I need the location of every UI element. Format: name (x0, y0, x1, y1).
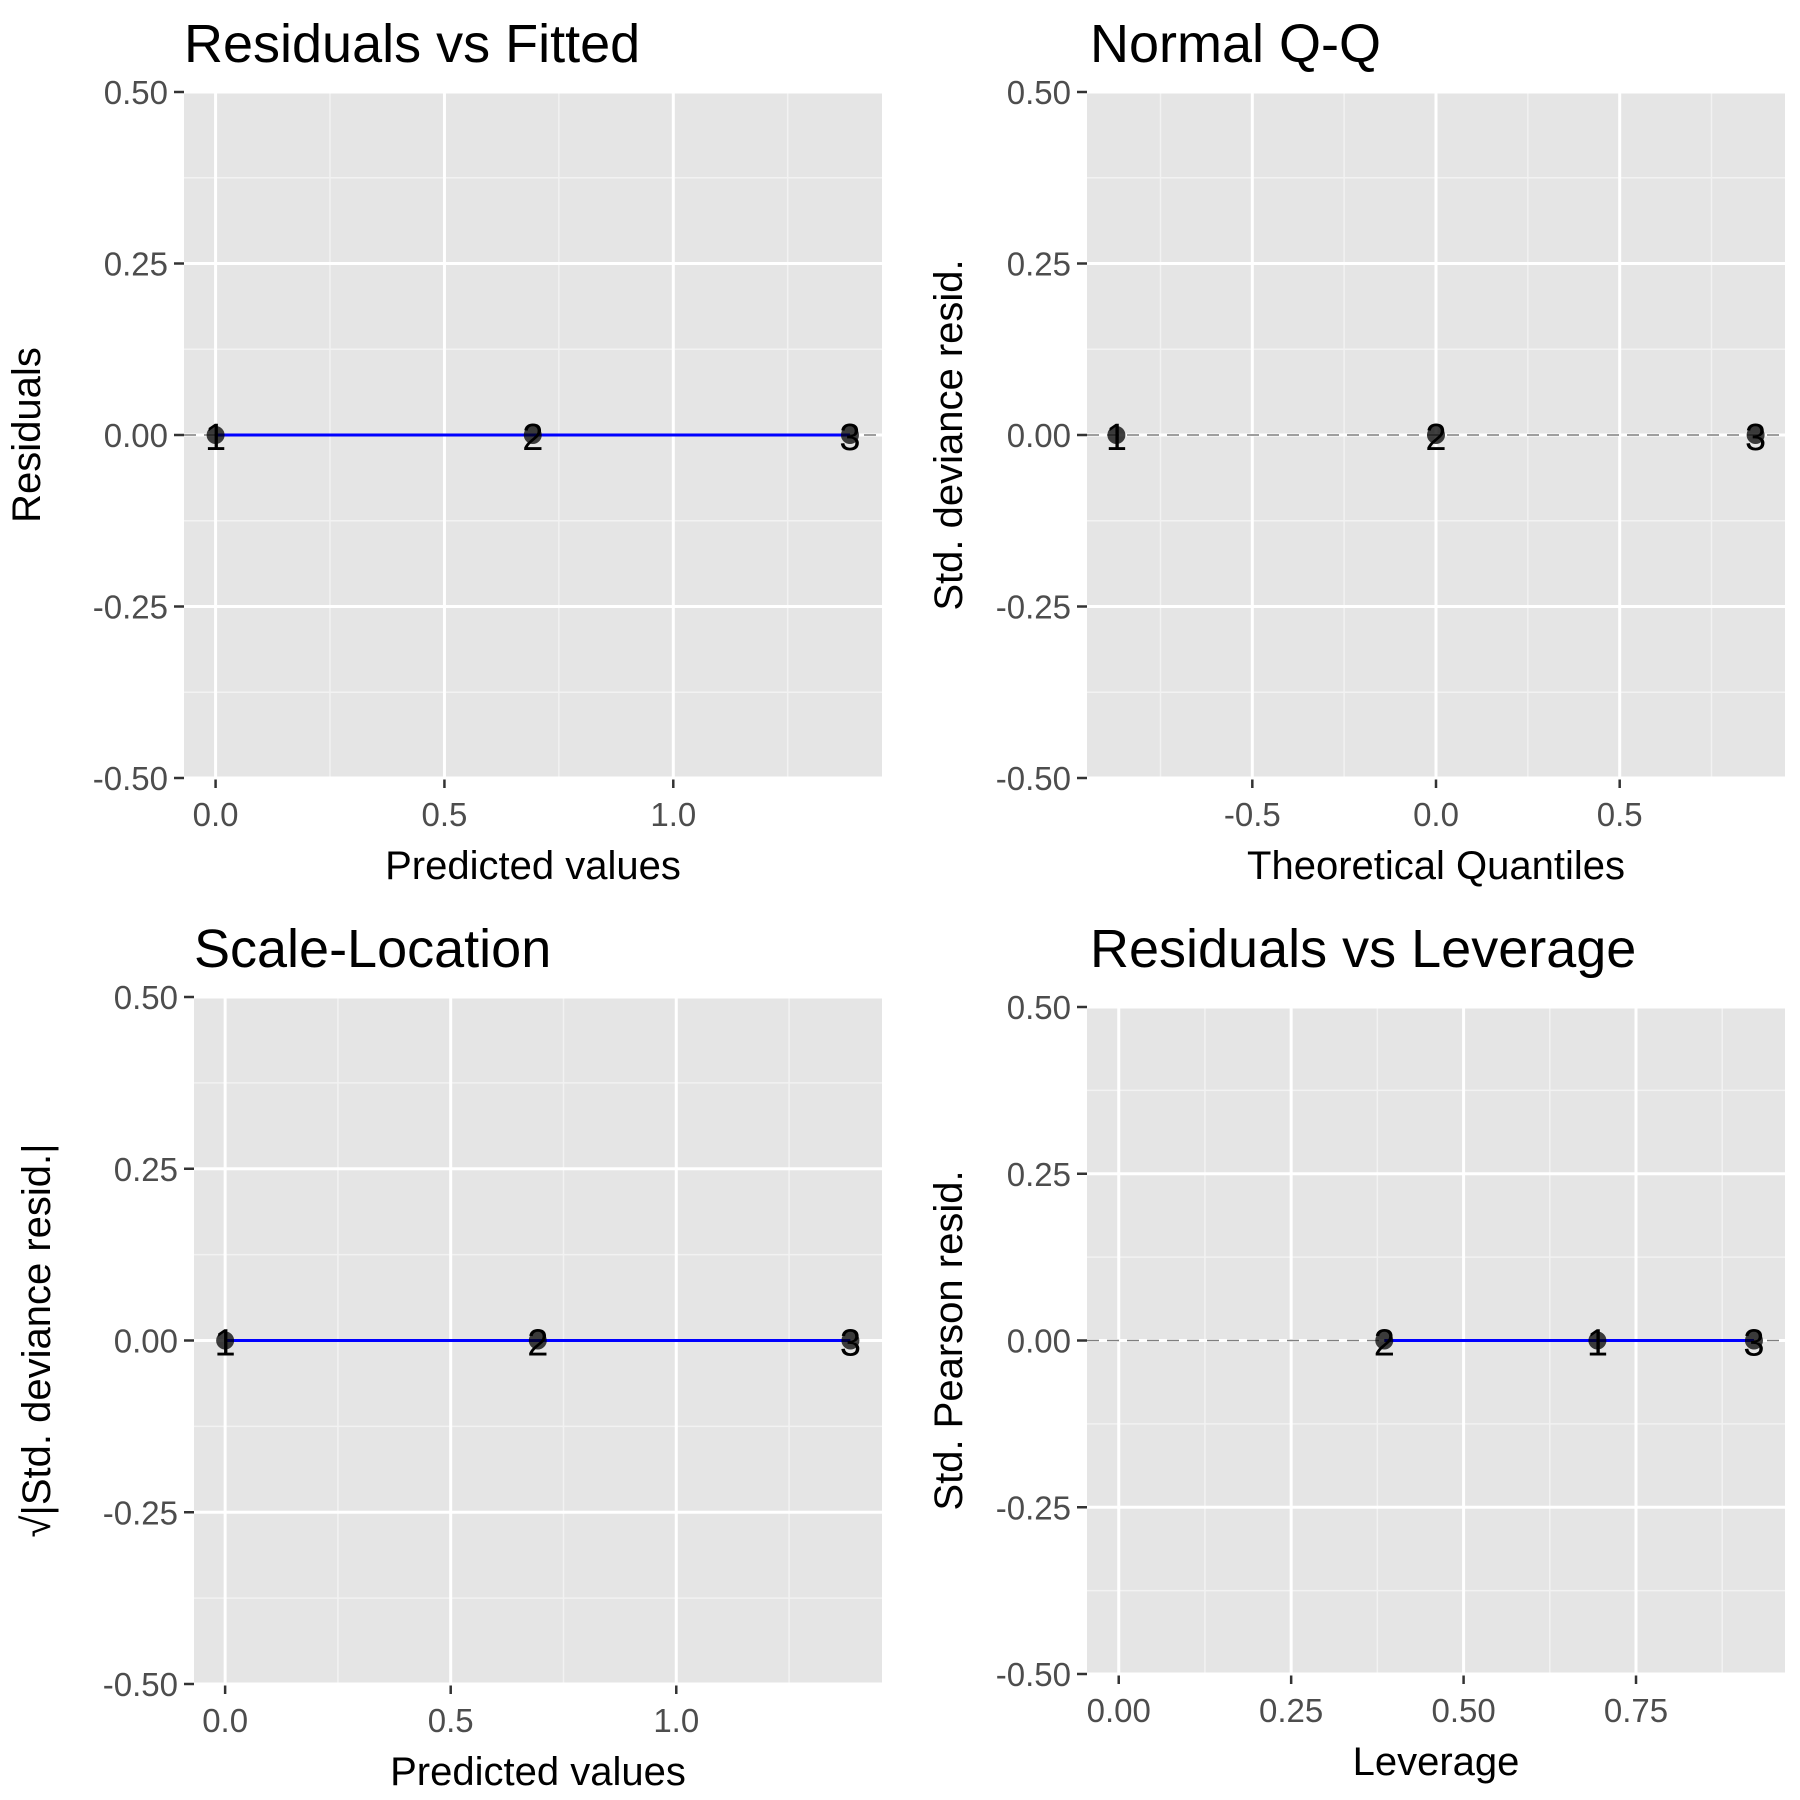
x-tick-label: 1.0 (653, 1702, 699, 1739)
data-point-3 (1746, 426, 1765, 444)
y-tick-label: -0.50 (103, 1666, 178, 1703)
panel-4: 0.00 0.25 0.50 0.75 0.50 0.25 0.00 -0.25 -0.50 2 1… (927, 919, 1785, 1784)
panel-title: Scale-Location (194, 919, 551, 979)
panel-3: 0.0 0.5 1.0 0.50 0.25 0.00 -0.25 -0.50 1 2 3 Scale-… (15, 919, 882, 1794)
panel-title: Normal Q-Q (1090, 14, 1381, 74)
point-label-3: 3 (840, 1323, 861, 1365)
y-axis-title: Residuals (5, 347, 49, 523)
y-tick-label: 0.00 (1007, 1323, 1071, 1360)
x-tick-label: 0.50 (1431, 1692, 1495, 1729)
y-tick-label: 0.50 (1007, 74, 1071, 111)
y-tick-label: 0.50 (114, 979, 178, 1016)
data-point-3 (1744, 1331, 1763, 1350)
data-point-1 (1588, 1331, 1607, 1350)
y-tick-label: 0.25 (104, 246, 168, 283)
data-point-2 (528, 1331, 547, 1350)
x-tick-label: 1.0 (650, 796, 696, 833)
y-axis-title: Std. deviance resid. (927, 259, 971, 610)
point-label-3: 3 (1745, 417, 1766, 459)
x-tick-label: 0.5 (421, 796, 467, 833)
y-axis-title: √|Std. deviance resid.| (15, 1143, 59, 1537)
data-point-2 (523, 426, 542, 444)
y-tick-label: 0.25 (1007, 1156, 1071, 1193)
panel-2: -0.5 0.0 0.5 0.50 0.25 0.00 -0.25 -0.50 1 2 3 Norma… (927, 14, 1785, 888)
point-label-3: 3 (839, 417, 860, 459)
x-tick-label: 0.5 (1597, 796, 1643, 833)
y-tick-label: 0.00 (1007, 417, 1071, 454)
point-label-2: 2 (1425, 417, 1446, 459)
data-point-2 (1375, 1331, 1394, 1350)
y-tick-label: 0.50 (1007, 989, 1071, 1026)
data-point-2 (1427, 426, 1445, 444)
x-tick-label: 0.0 (1413, 796, 1459, 833)
y-tick-label: -0.25 (93, 589, 168, 626)
point-label-2: 2 (522, 417, 543, 459)
x-axis-title: Theoretical Quantiles (1247, 844, 1625, 888)
point-label-1: 1 (215, 1323, 236, 1365)
x-axis-title: Predicted values (385, 844, 681, 888)
point-label-2: 2 (527, 1323, 548, 1365)
y-tick-label: 0.00 (104, 417, 168, 454)
y-tick-label: -0.50 (93, 760, 168, 797)
y-tick-label: -0.25 (996, 589, 1071, 626)
point-label-3: 3 (1743, 1323, 1764, 1365)
point-label-2: 2 (1374, 1323, 1395, 1365)
x-tick-label: 0.00 (1087, 1692, 1151, 1729)
data-point-3 (841, 1331, 860, 1350)
point-label-1: 1 (205, 417, 226, 459)
x-tick-label: 0.5 (428, 1702, 474, 1739)
point-label-1: 1 (1587, 1323, 1608, 1365)
y-tick-label: -0.50 (996, 760, 1071, 797)
panel-1: 0.0 0.5 1.0 0.50 0.25 0.00 -0.25 -0.50 1 2 3 Residu… (5, 14, 882, 888)
y-tick-label: -0.25 (103, 1494, 178, 1531)
data-point-1 (1107, 426, 1126, 444)
panel-title: Residuals vs Fitted (184, 14, 640, 74)
data-point-3 (840, 426, 859, 444)
x-tick-label: -0.5 (1224, 796, 1281, 833)
y-tick-label: -0.25 (996, 1489, 1071, 1526)
point-label-1: 1 (1106, 417, 1127, 459)
y-tick-label: 0.00 (114, 1323, 178, 1360)
x-axis-title: Leverage (1353, 1740, 1520, 1784)
y-axis-title: Std. Pearson resid. (927, 1170, 971, 1510)
panel-title: Residuals vs Leverage (1090, 919, 1636, 979)
data-point-1 (206, 426, 225, 444)
data-point-1 (216, 1331, 235, 1350)
x-tick-label: 0.0 (202, 1702, 248, 1739)
x-axis-title: Predicted values (390, 1750, 686, 1794)
y-tick-label: -0.50 (996, 1656, 1071, 1693)
x-tick-label: 0.0 (193, 796, 239, 833)
x-tick-label: 0.25 (1259, 1692, 1323, 1729)
x-tick-label: 0.75 (1604, 1692, 1668, 1729)
y-tick-label: 0.25 (114, 1151, 178, 1188)
y-tick-label: 0.25 (1007, 246, 1071, 283)
y-tick-label: 0.50 (104, 74, 168, 111)
